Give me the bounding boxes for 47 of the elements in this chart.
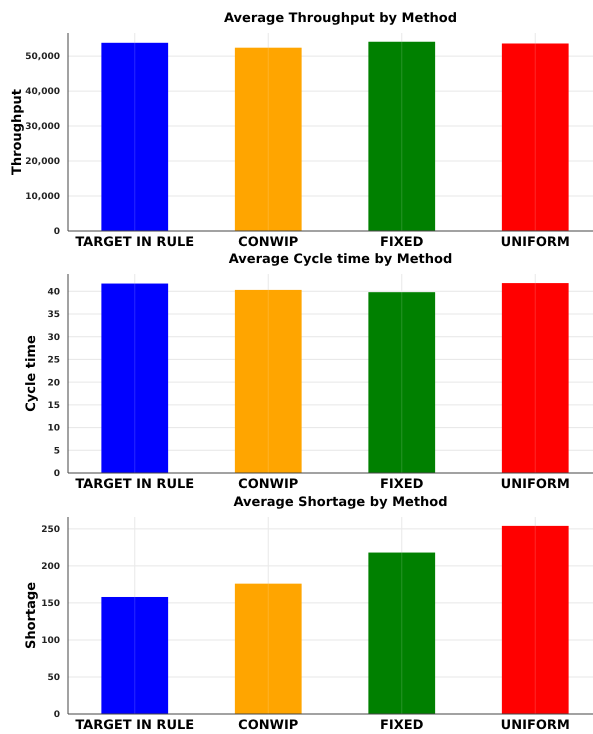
x-tick-label: FIXED	[380, 718, 424, 733]
y-tick-label: 0	[54, 710, 60, 720]
chart-title: Average Throughput by Method	[224, 11, 458, 26]
x-tick-label: CONWIP	[238, 235, 298, 250]
y-axis-title: Shortage	[24, 582, 39, 650]
y-tick-label: 100	[41, 636, 60, 646]
y-axis-title: Throughput	[10, 88, 25, 176]
bar	[368, 292, 436, 473]
x-tick-label: FIXED	[380, 477, 424, 492]
y-tick-label: 5	[54, 446, 60, 456]
y-tick-label: 200	[41, 562, 60, 572]
chart-title: Average Shortage by Method	[233, 495, 448, 510]
x-tick-label: UNIFORM	[500, 235, 570, 250]
x-tick-label: FIXED	[380, 235, 424, 250]
x-tick-label: CONWIP	[238, 477, 298, 492]
y-tick-label: 20,000	[25, 157, 60, 168]
y-tick-label: 35	[47, 310, 60, 320]
y-tick-label: 30	[47, 332, 60, 343]
bar	[502, 283, 569, 473]
y-tick-label: 250	[41, 525, 60, 535]
y-axis-title: Cycle time	[24, 335, 39, 412]
x-tick-label: UNIFORM	[500, 477, 570, 492]
x-tick-label: UNIFORM	[500, 718, 570, 733]
bar	[101, 596, 168, 714]
y-tick-label: 50,000	[25, 52, 60, 62]
x-tick-label: TARGET IN RULE	[75, 477, 194, 492]
bar	[234, 584, 302, 714]
y-tick-label: 50	[47, 673, 60, 684]
y-tick-label: 10,000	[25, 192, 60, 202]
bar	[101, 284, 168, 473]
y-tick-label: 25	[47, 356, 60, 366]
bar	[502, 526, 569, 714]
y-tick-label: 0	[54, 227, 60, 238]
bar	[234, 290, 302, 473]
y-tick-label: 20	[47, 378, 60, 388]
y-tick-label: 30,000	[25, 122, 60, 132]
bar	[368, 552, 436, 714]
y-tick-label: 10	[47, 424, 60, 434]
y-tick-label: 40,000	[25, 87, 60, 98]
chart-title: Average Cycle time by Method	[228, 252, 452, 267]
y-tick-label: 15	[47, 401, 60, 411]
y-tick-label: 150	[41, 599, 60, 610]
y-tick-label: 40	[47, 287, 60, 298]
x-tick-label: TARGET IN RULE	[75, 235, 194, 250]
x-tick-label: TARGET IN RULE	[75, 718, 194, 733]
x-tick-label: CONWIP	[238, 718, 298, 733]
y-tick-label: 0	[54, 469, 60, 480]
